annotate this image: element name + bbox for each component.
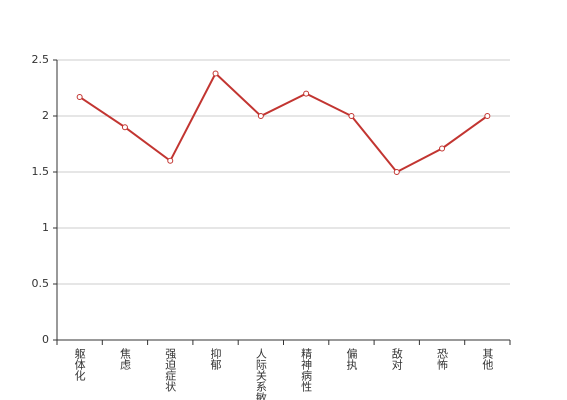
x-tick-label: 精神病性 xyxy=(300,348,313,393)
x-tick-label: 抑郁 xyxy=(209,347,222,370)
x-tick-label: 恐怖 xyxy=(436,348,449,370)
y-tick-label: 1 xyxy=(42,221,49,234)
x-tick-label: 躯体化 xyxy=(73,348,86,382)
point xyxy=(121,124,128,131)
x-tick-label: 强迫症状 xyxy=(164,348,177,392)
point xyxy=(212,70,219,77)
point xyxy=(303,90,310,97)
point xyxy=(484,113,491,119)
x-tick-label: 敌对 xyxy=(390,347,403,370)
y-tick-label: 0 xyxy=(42,333,49,346)
point xyxy=(76,93,83,100)
x-tick-label: 偏执 xyxy=(345,347,358,371)
point xyxy=(393,169,400,175)
y-tick-label: 2.5 xyxy=(32,53,50,66)
x-tick-label: 其他 xyxy=(481,348,494,370)
point xyxy=(167,157,174,164)
y-tick-label: 1.5 xyxy=(32,165,50,178)
y-tick-label: 2 xyxy=(42,109,49,122)
line xyxy=(79,71,488,174)
x-tick-label: 焦虑 xyxy=(118,348,131,370)
point xyxy=(257,113,264,119)
y-tick-label: 0.5 xyxy=(32,277,50,290)
point xyxy=(439,145,446,152)
x-tick-label: 人际关系敏感 xyxy=(254,348,267,400)
point xyxy=(348,113,355,119)
